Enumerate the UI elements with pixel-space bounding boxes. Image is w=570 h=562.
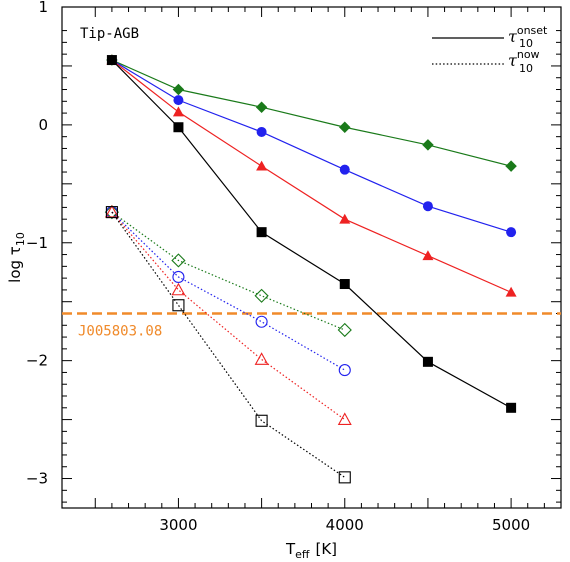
series-markers bbox=[104, 54, 517, 484]
data-point bbox=[339, 213, 351, 224]
x-axis-label: Teff [K] bbox=[285, 540, 337, 561]
data-point bbox=[104, 205, 120, 220]
data-point bbox=[337, 322, 352, 338]
data-point bbox=[256, 126, 267, 137]
series-line bbox=[111, 211, 345, 331]
data-point bbox=[506, 227, 517, 238]
series-lines bbox=[111, 59, 512, 478]
reference-line-label: J005803.08 bbox=[78, 323, 162, 339]
data-point bbox=[172, 270, 185, 284]
x-tick-label: 4000 bbox=[326, 516, 364, 534]
legend-now-main: τ bbox=[508, 51, 518, 70]
data-point bbox=[505, 160, 517, 172]
data-point bbox=[171, 282, 186, 296]
series-line bbox=[111, 59, 512, 293]
series-line bbox=[111, 211, 346, 478]
legend-now-sup: now bbox=[517, 48, 540, 61]
legend-onset-sup: onset bbox=[517, 24, 548, 37]
x-axis-label-sub: eff bbox=[295, 548, 310, 561]
data-point bbox=[422, 201, 433, 212]
legend-onset-main: τ bbox=[508, 27, 518, 46]
legend: τonset 10 τnow 10 bbox=[432, 24, 548, 75]
y-axis-label-sub: 10 bbox=[14, 232, 27, 246]
data-point bbox=[172, 106, 184, 117]
y-tick-label: −2 bbox=[26, 352, 48, 370]
legend-label-now: τnow bbox=[508, 48, 540, 70]
data-point bbox=[505, 286, 517, 297]
y-tick-label: 1 bbox=[38, 0, 48, 16]
data-point bbox=[256, 227, 267, 238]
y-axis-label-main: log τ bbox=[6, 246, 24, 283]
x-axis-label-unit: [K] bbox=[315, 540, 337, 558]
data-point bbox=[106, 55, 117, 66]
y-tick-label: 0 bbox=[38, 116, 48, 134]
data-point bbox=[339, 164, 350, 175]
x-tick-label: 3000 bbox=[159, 516, 197, 534]
series-line bbox=[111, 59, 512, 233]
data-point bbox=[255, 315, 268, 328]
data-point bbox=[339, 279, 350, 290]
data-point bbox=[173, 122, 184, 133]
legend-label-onset: τonset bbox=[508, 24, 548, 46]
data-point bbox=[105, 206, 118, 219]
data-point bbox=[337, 412, 352, 425]
legend-now-sub: 10 bbox=[519, 62, 533, 75]
series-line bbox=[111, 59, 512, 167]
data-point bbox=[506, 402, 517, 413]
data-point bbox=[338, 364, 351, 377]
data-point bbox=[422, 356, 433, 367]
x-axis-label-main: T bbox=[285, 540, 296, 558]
data-point bbox=[173, 95, 184, 106]
data-point bbox=[104, 204, 119, 218]
data-point bbox=[172, 83, 185, 96]
series-line bbox=[111, 59, 512, 409]
x-tick-label: 5000 bbox=[492, 516, 530, 534]
data-point bbox=[171, 253, 186, 268]
y-tick-label: −3 bbox=[26, 470, 48, 488]
data-point bbox=[255, 414, 268, 427]
data-point bbox=[422, 139, 434, 151]
y-axis-label: log τ10 bbox=[6, 232, 27, 283]
annotations: J005803.08 bbox=[62, 312, 561, 339]
data-point bbox=[172, 299, 185, 312]
plot-frame-group bbox=[61, 6, 562, 509]
data-point bbox=[339, 121, 351, 133]
data-point bbox=[256, 160, 268, 171]
plot-frame bbox=[61, 6, 562, 509]
y-tick-label: −1 bbox=[26, 234, 48, 252]
data-point bbox=[254, 352, 269, 365]
series-line bbox=[111, 211, 346, 371]
series-line bbox=[111, 211, 346, 421]
legend-onset-sub: 10 bbox=[519, 37, 533, 50]
data-point bbox=[255, 101, 268, 113]
data-point bbox=[254, 288, 269, 303]
data-point bbox=[338, 471, 351, 484]
panel-label: Tip-AGB bbox=[80, 26, 139, 42]
data-point bbox=[422, 250, 434, 261]
